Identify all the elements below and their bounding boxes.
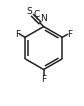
- Text: S: S: [27, 6, 33, 15]
- Text: C: C: [33, 10, 39, 19]
- Text: N: N: [40, 14, 47, 23]
- Text: F: F: [41, 75, 46, 84]
- Text: F: F: [15, 30, 20, 39]
- Text: F: F: [67, 30, 72, 39]
